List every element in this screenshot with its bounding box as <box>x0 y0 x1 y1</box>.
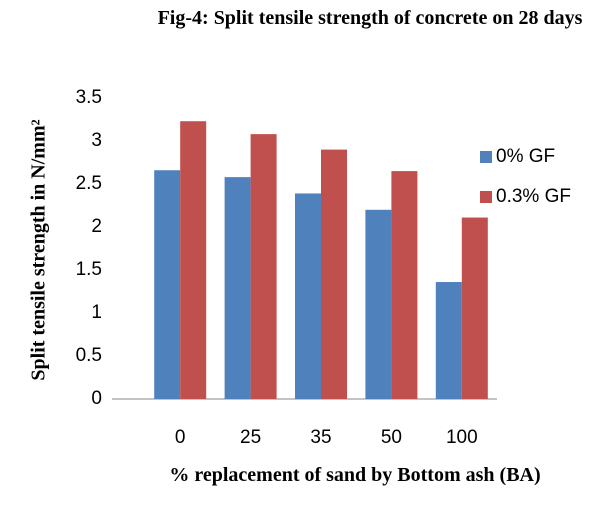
y-tick-label: 0 <box>91 388 102 409</box>
x-tick-label: 100 <box>446 427 478 448</box>
legend-label: 0.3% GF <box>496 186 571 207</box>
x-tick-label: 25 <box>240 427 261 448</box>
x-axis-label: % replacement of sand by Bottom ash (BA) <box>169 464 541 486</box>
x-tick-label: 0 <box>175 427 186 448</box>
bar <box>435 282 462 399</box>
bar <box>250 134 277 399</box>
y-tick-label: 2 <box>91 216 102 237</box>
bar <box>321 149 347 399</box>
x-tick-label: 35 <box>310 427 331 448</box>
y-tick-label: 3 <box>91 130 102 151</box>
bar <box>461 217 488 399</box>
y-tick-label: 2.5 <box>76 173 102 194</box>
legend-label: 0% GF <box>496 146 555 167</box>
bar <box>154 170 181 399</box>
legend-swatch <box>480 151 492 163</box>
y-tick-label: 1 <box>91 302 102 323</box>
bar <box>295 193 321 399</box>
x-tick-label: 50 <box>381 427 402 448</box>
bar <box>224 177 251 399</box>
bar <box>365 209 392 399</box>
chart-title: Fig-4: Split tensile strength of concret… <box>157 7 583 29</box>
y-tick-label: 1.5 <box>76 259 102 280</box>
y-tick-label: 3.5 <box>76 87 102 108</box>
legend-swatch <box>480 191 492 203</box>
y-axis-label: Split tensile strength in N/mm² <box>28 119 50 380</box>
bar <box>391 171 418 399</box>
y-tick-label: 0.5 <box>76 345 102 366</box>
bar <box>180 121 207 399</box>
